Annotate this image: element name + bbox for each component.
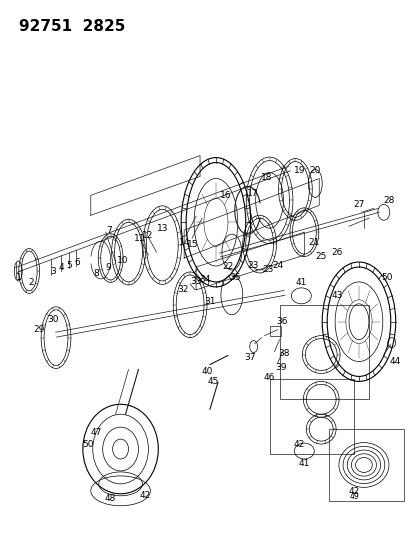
Text: 31: 31	[204, 297, 215, 306]
Text: 42: 42	[140, 491, 151, 500]
Text: 45: 45	[207, 377, 218, 386]
Bar	[269, 379, 353, 454]
Bar	[279, 305, 368, 399]
Text: 28: 28	[382, 196, 394, 205]
Text: 37: 37	[243, 353, 255, 362]
Text: 10: 10	[116, 255, 128, 264]
Text: 35: 35	[228, 273, 240, 282]
Text: 33: 33	[190, 277, 201, 286]
Text: 44: 44	[388, 357, 399, 366]
Text: 40: 40	[201, 367, 212, 376]
Text: 15: 15	[187, 240, 198, 248]
Text: 3: 3	[50, 268, 56, 277]
Text: 41: 41	[298, 459, 309, 469]
Text: 42: 42	[293, 440, 304, 449]
Text: 36: 36	[276, 317, 287, 326]
Text: 1: 1	[17, 273, 22, 282]
Text: 92751  2825: 92751 2825	[19, 19, 125, 34]
Text: 29: 29	[33, 325, 45, 334]
Text: 30: 30	[47, 315, 59, 324]
Text: 11: 11	[133, 233, 145, 243]
Text: 19: 19	[293, 166, 304, 175]
Text: 4: 4	[58, 263, 64, 272]
Bar	[269, 326, 281, 336]
Text: 9: 9	[106, 263, 111, 272]
Text: 16: 16	[220, 191, 231, 200]
Bar	[328, 429, 403, 501]
Text: 50: 50	[380, 273, 392, 282]
Text: 41: 41	[295, 278, 306, 287]
Text: 38: 38	[278, 349, 290, 358]
Text: 12: 12	[141, 231, 153, 240]
Text: 23: 23	[261, 265, 273, 274]
Text: 47: 47	[90, 427, 101, 437]
Text: 49: 49	[348, 492, 358, 502]
Text: 13: 13	[156, 224, 168, 233]
Text: 5: 5	[66, 261, 71, 270]
Text: 25: 25	[315, 252, 326, 261]
Text: 21: 21	[308, 238, 319, 247]
Text: 20: 20	[309, 166, 320, 175]
Text: 42: 42	[348, 487, 359, 496]
Text: 6: 6	[74, 257, 80, 266]
Text: 50: 50	[82, 440, 93, 449]
Text: 43: 43	[331, 292, 342, 301]
Text: 26: 26	[331, 247, 342, 256]
Text: 22: 22	[222, 262, 233, 271]
Text: 8: 8	[93, 270, 98, 278]
Text: 32: 32	[177, 285, 188, 294]
Text: 24: 24	[271, 261, 282, 270]
Text: 17: 17	[246, 189, 258, 198]
Text: 18: 18	[260, 173, 272, 182]
Text: 48: 48	[105, 494, 116, 503]
Text: 46: 46	[263, 373, 275, 382]
Text: 2: 2	[28, 278, 34, 287]
Text: 7: 7	[106, 225, 111, 235]
Text: 39: 39	[275, 363, 287, 372]
Text: 27: 27	[352, 200, 364, 209]
Text: 23: 23	[247, 261, 258, 270]
Text: 14: 14	[178, 238, 190, 247]
Text: 34: 34	[199, 276, 210, 285]
